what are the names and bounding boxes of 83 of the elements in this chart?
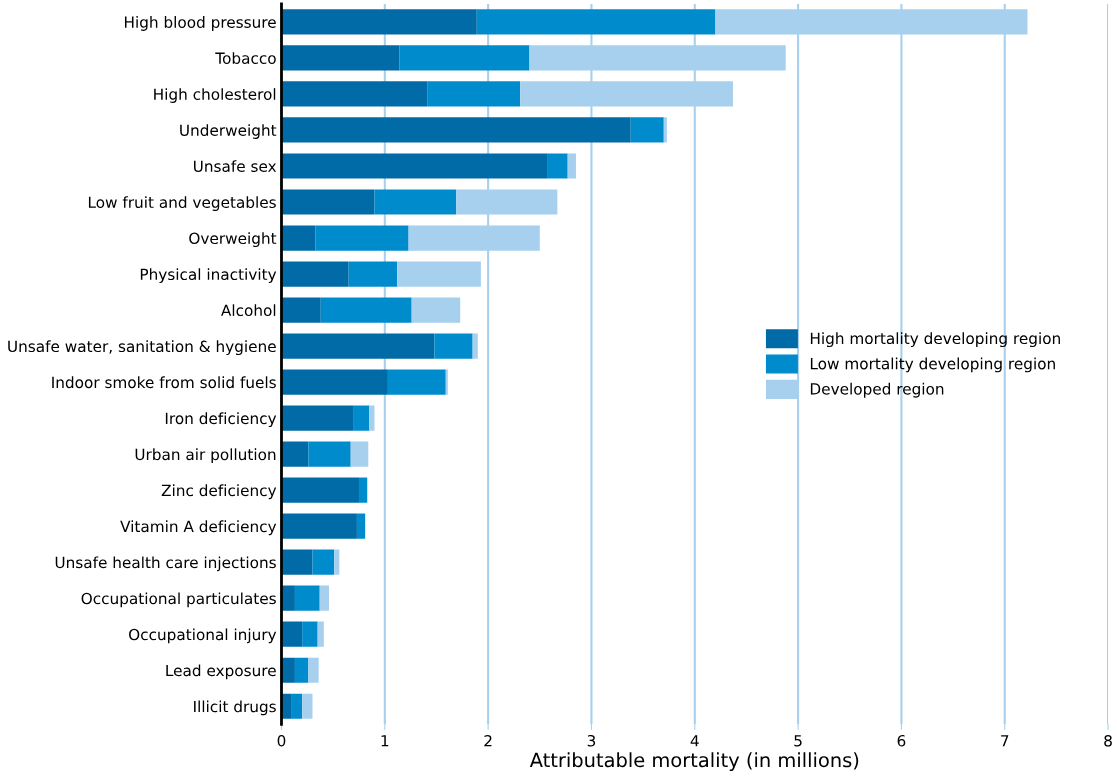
bar <box>315 225 409 251</box>
y-tick-label: Lead exposure <box>166 664 276 680</box>
x-tick-label: 8 <box>1104 734 1112 747</box>
x-tick-label: 6 <box>897 734 906 747</box>
bar <box>281 477 359 503</box>
x-tick-label: 2 <box>484 734 492 747</box>
y-tick-label: Urban air pollution <box>135 448 276 464</box>
bar <box>281 369 388 395</box>
bar <box>281 225 316 251</box>
bar <box>319 585 330 611</box>
bar <box>358 477 368 503</box>
bar <box>445 369 448 395</box>
y-tick-label: Occupational particulates <box>81 592 276 608</box>
x-tick-label: 4 <box>690 735 699 747</box>
bar <box>281 117 631 143</box>
y-tick-label: Physical inactivity <box>140 268 277 284</box>
bar <box>281 153 548 179</box>
y-tick-label: Unsafe water, sanitation & hygiene <box>8 340 276 356</box>
bar <box>281 621 303 647</box>
x-tick-label: 5 <box>794 735 802 747</box>
bar <box>434 333 473 359</box>
x-tick-label: 1 <box>381 735 389 747</box>
bar <box>281 9 477 35</box>
bar <box>281 513 357 539</box>
bar <box>397 261 481 287</box>
bar <box>356 513 366 539</box>
bar <box>369 405 375 431</box>
bar <box>294 657 309 683</box>
bar <box>387 369 446 395</box>
y-tick-label: Low fruit and vegetables <box>88 196 276 211</box>
bar <box>281 549 313 575</box>
bar <box>320 297 412 323</box>
y-tick-label: Overweight <box>189 232 277 248</box>
legend-label: High mortality developing region <box>810 332 1060 348</box>
y-tick-label: Iron deficiency <box>165 412 277 428</box>
bar <box>399 45 530 71</box>
y-tick-label: Illicit drugs <box>194 700 276 716</box>
y-tick-label: Zinc deficiency <box>161 484 277 500</box>
y-tick-label: Indoor smoke from solid fuels <box>52 376 276 389</box>
y-tick-label: Unsafe health care injections <box>55 556 276 572</box>
bar <box>663 117 667 143</box>
y-tick-label: High cholesterol <box>154 88 276 103</box>
bar <box>294 585 320 611</box>
bar <box>281 297 321 323</box>
x-tick-label: 0 <box>277 734 286 747</box>
y-tick-label: Occupational injury <box>129 628 277 644</box>
bar <box>348 261 398 287</box>
bar <box>281 81 428 107</box>
bar <box>291 693 303 719</box>
bar <box>334 549 340 575</box>
bar <box>281 405 354 431</box>
y-tick-label: Tobacco <box>215 52 276 64</box>
bar <box>411 297 461 323</box>
bar <box>547 153 568 179</box>
bar <box>427 81 521 107</box>
bar <box>302 693 313 719</box>
y-tick-label: Underweight <box>180 124 277 139</box>
bar <box>317 621 324 647</box>
y-tick-label: Alcohol <box>221 304 276 317</box>
bar <box>567 153 576 179</box>
bar <box>302 621 318 647</box>
legend-label: Low mortality developing region <box>810 357 1055 373</box>
bar <box>312 549 335 575</box>
bar <box>281 441 309 467</box>
y-tick-label: Vitamin A deficiency <box>120 520 277 536</box>
bar <box>472 333 478 359</box>
bar <box>308 441 351 467</box>
legend-label: Developed region <box>810 382 944 398</box>
bar <box>281 45 400 71</box>
bar <box>308 657 319 683</box>
x-tick-label: 3 <box>587 734 596 747</box>
bar <box>374 189 457 215</box>
y-tick-label: Unsafe sex <box>194 160 277 173</box>
bar <box>281 261 349 287</box>
x-axis-title: Attributable mortality (in millions) <box>529 752 859 772</box>
bar <box>350 441 369 467</box>
bar <box>281 333 435 359</box>
y-tick-label: High blood pressure <box>124 16 276 31</box>
bar <box>281 189 375 215</box>
bar <box>476 9 716 35</box>
bar <box>630 117 664 143</box>
x-tick-label: 7 <box>1001 735 1009 747</box>
bar <box>353 405 370 431</box>
